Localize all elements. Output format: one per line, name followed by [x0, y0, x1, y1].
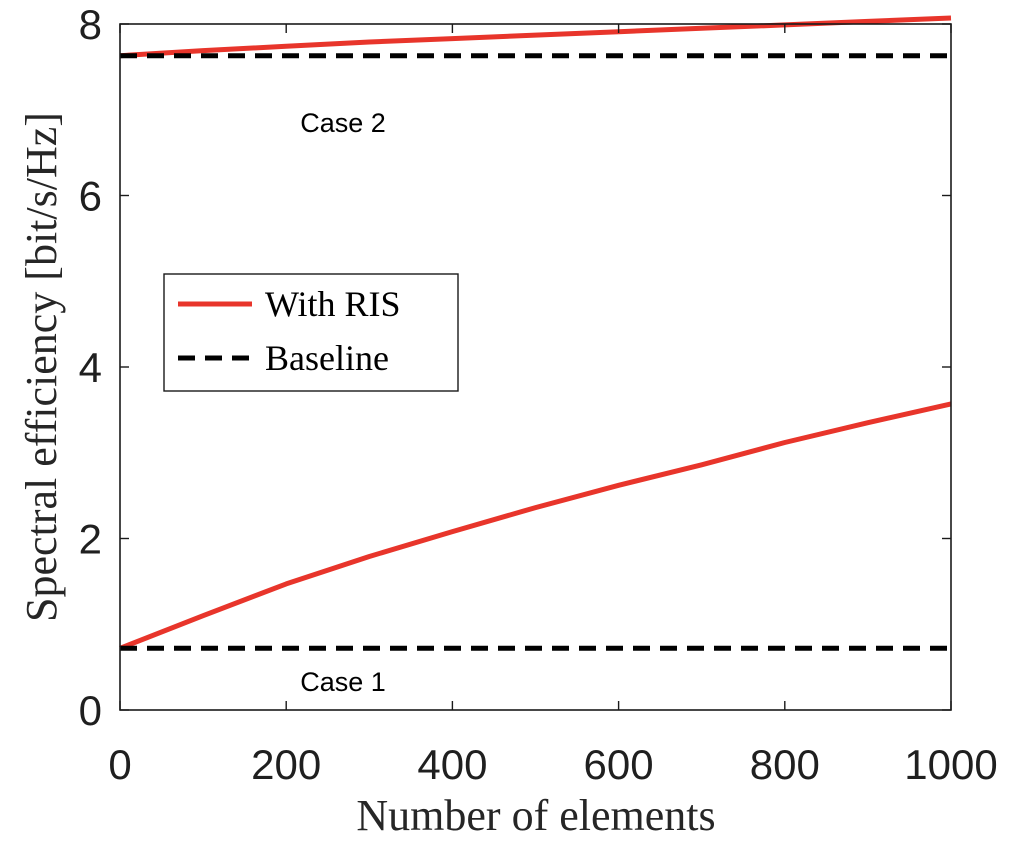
- legend-label-baseline: Baseline: [265, 338, 389, 378]
- legend-label-with-ris: With RIS: [265, 284, 401, 324]
- series-line-with-ris-case-1: [119, 401, 952, 651]
- y-tick-label: 4: [79, 344, 102, 391]
- y-tick-label: 0: [79, 687, 102, 734]
- tick-layer: 0 200 400 600 800 1000 0 2 4 6 8: [79, 1, 998, 788]
- legend: With RIS Baseline: [163, 273, 459, 392]
- y-tick-label: 6: [79, 173, 102, 220]
- annotation-case-1: Case 1: [300, 667, 386, 697]
- x-axis-title: Number of elements: [356, 791, 715, 840]
- y-axis-title: Spectral efficiency [bit/s/Hz]: [17, 112, 66, 622]
- legend-box: [163, 273, 459, 392]
- x-tick-label: 800: [750, 741, 820, 788]
- y-tick-label: 8: [79, 1, 102, 48]
- x-tick-label: 0: [108, 741, 131, 788]
- x-tick-label: 1000: [904, 741, 997, 788]
- x-tick-label: 600: [584, 741, 654, 788]
- x-tick-label: 200: [251, 741, 321, 788]
- annotation-case-2: Case 2: [300, 108, 386, 138]
- y-tick-label: 2: [79, 516, 102, 563]
- x-tick-label: 400: [417, 741, 487, 788]
